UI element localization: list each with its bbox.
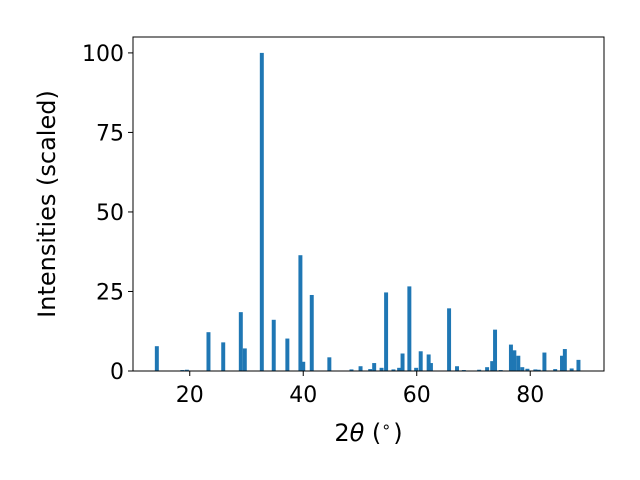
bar: [536, 369, 541, 371]
bar: [372, 363, 377, 371]
bar: [576, 359, 581, 371]
y-tick-label: 75: [96, 121, 124, 146]
bar: [477, 369, 482, 371]
bar: [238, 312, 243, 371]
bar: [379, 367, 384, 371]
bar: [562, 349, 567, 371]
bar: [520, 367, 525, 371]
plot-frame: [132, 36, 605, 372]
x-axis-label: 2θ (∘): [334, 417, 402, 447]
bar: [493, 329, 498, 371]
bar: [309, 294, 314, 371]
bar: [358, 366, 363, 371]
bar: [384, 292, 389, 371]
y-tick-label: 0: [110, 360, 124, 385]
bar: [242, 348, 247, 371]
y-axis-label: Intensities (scaled): [33, 90, 61, 318]
bar: [525, 368, 530, 371]
bar: [349, 369, 354, 371]
bar: [221, 342, 226, 371]
x-tick-label: 40: [289, 383, 317, 408]
y-tick-label: 100: [82, 42, 124, 67]
bar: [516, 355, 521, 371]
bar: [368, 369, 373, 371]
bars-group: [154, 52, 581, 372]
bar: [285, 338, 290, 371]
bar: [542, 352, 547, 371]
bar: [490, 361, 495, 371]
bar: [569, 368, 574, 371]
bar: [397, 367, 402, 371]
bar: [426, 354, 431, 371]
bar: [508, 344, 513, 371]
bar: [391, 369, 396, 371]
y-axis: 0 25 50 75 100: [82, 42, 133, 385]
bar: [455, 366, 460, 371]
bar: [407, 286, 412, 371]
bar: [154, 346, 159, 371]
bar: [327, 357, 332, 371]
y-tick-label: 25: [96, 280, 124, 305]
bar: [418, 351, 423, 371]
x-tick-label: 80: [516, 383, 544, 408]
y-tick-label: 50: [96, 201, 124, 226]
bar: [485, 367, 490, 371]
bar: [512, 350, 517, 371]
bar: [298, 255, 303, 371]
bar: [184, 369, 189, 371]
bar: [414, 367, 419, 371]
bar: [533, 369, 538, 371]
x-tick-label: 20: [176, 383, 204, 408]
bar: [400, 353, 405, 371]
bar: [428, 363, 433, 371]
bar: [553, 369, 558, 371]
bar: [301, 361, 306, 371]
x-axis: 20 40 60 80: [176, 371, 544, 408]
bar: [271, 319, 276, 371]
x-tick-label: 60: [403, 383, 431, 408]
bar: [447, 308, 452, 371]
bar: [206, 332, 211, 371]
bar: [560, 355, 564, 371]
bar: [259, 52, 264, 372]
